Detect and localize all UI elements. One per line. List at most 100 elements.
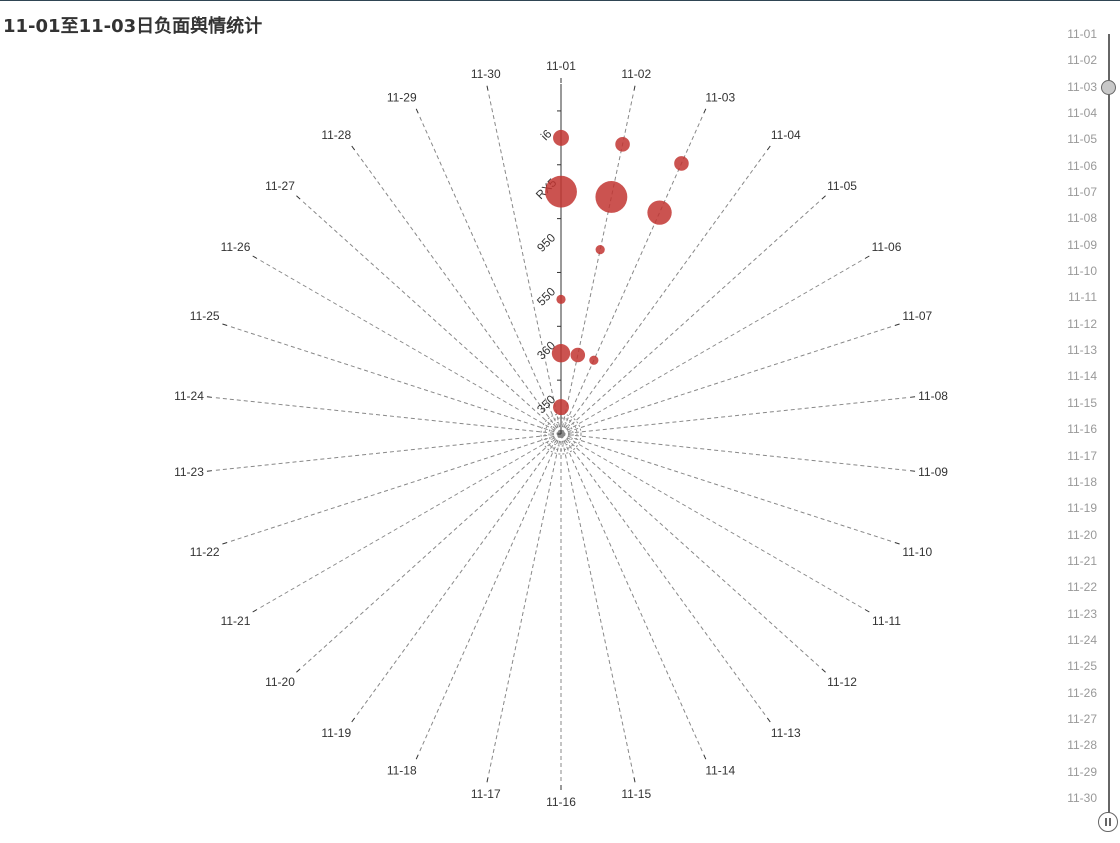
angle-label: 11-16 [546,795,576,809]
angle-split-line [418,433,562,754]
timeline-label[interactable]: 11-15 [1067,395,1097,410]
angle-label: 11-13 [771,726,801,740]
scatter-point[interactable] [647,200,672,225]
timeline-label[interactable]: 11-12 [1067,316,1097,331]
timeline[interactable]: 11-01 11-02 11-03 11-04 11-05 11-06 11-07 11-08… [1050,20,1120,843]
angle-label: 11-25 [190,309,220,323]
angle-label: 11-05 [827,179,857,193]
timeline-label[interactable]: 11-19 [1067,501,1097,516]
angle-split-line [212,433,562,472]
timeline-label[interactable]: 11-25 [1067,659,1097,674]
scatter-point[interactable] [674,156,689,171]
timeline-label[interactable]: 11-26 [1067,685,1097,700]
angle-label: 11-24 [174,389,204,403]
angle-split-line [300,199,562,435]
angle-label: 11-30 [471,67,501,81]
angle-split-line [560,396,910,435]
scatter-point[interactable] [589,355,599,365]
angle-split-line [560,433,635,777]
angle-label: 11-23 [174,465,204,479]
scatter-point[interactable] [551,344,571,363]
timeline-axis[interactable] [1108,34,1110,820]
timeline-label[interactable]: 11-14 [1067,369,1097,384]
timeline-label[interactable]: 11-10 [1067,264,1097,279]
angle-split-line [487,433,562,777]
angle-tick [486,777,489,783]
angle-label: 11-28 [321,128,351,142]
scatter-point[interactable] [595,245,605,255]
center-ring [544,417,578,451]
scatter-point[interactable] [553,399,569,416]
angle-split-line [560,433,865,610]
timeline-label[interactable]: 11-24 [1067,632,1097,647]
timeline-label[interactable]: 11-11 [1068,290,1097,305]
angle-tick [222,323,228,327]
angle-tick [486,85,489,91]
angle-label: 11-12 [827,675,857,689]
timeline-label[interactable]: 11-23 [1067,606,1097,621]
timeline-label[interactable]: 11-21 [1067,553,1097,568]
angle-tick [864,609,870,613]
angle-label: 11-17 [471,787,501,801]
angle-split-line [560,91,635,435]
angle-split-line [418,114,562,435]
angle-tick [206,470,212,472]
angle-label: 11-01 [546,59,576,73]
angle-split-line [354,150,562,435]
scatter-point[interactable] [545,175,577,208]
scatter-point[interactable] [615,137,630,152]
angle-label: 11-11 [872,614,901,628]
angle-label: 11-22 [190,545,220,559]
timeline-label[interactable]: 11-02 [1067,53,1097,68]
timeline-label[interactable]: 11-01 [1067,27,1097,41]
angle-tick [351,717,356,723]
timeline-label[interactable]: 11-09 [1067,237,1097,252]
timeline-label[interactable]: 11-03 [1067,79,1097,94]
timeline-label[interactable]: 11-27 [1067,711,1097,726]
angle-split-line [560,433,704,754]
angle-label: 11-20 [265,675,295,689]
timeline-label[interactable]: 11-08 [1067,211,1097,226]
timeline-label[interactable]: 11-07 [1067,185,1097,200]
timeline-label[interactable]: 11-28 [1067,738,1097,753]
angle-label: 11-07 [902,309,932,323]
angle-split-line [354,433,562,718]
timeline-label[interactable]: 11-22 [1067,580,1097,595]
pause-icon[interactable] [1098,812,1118,832]
angle-split-line [257,258,562,435]
timeline-label[interactable]: 11-20 [1067,527,1097,542]
timeline-label[interactable]: 11-30 [1067,791,1097,805]
timeline-label[interactable]: 11-04 [1067,106,1097,121]
angle-tick [910,470,916,472]
timeline-label[interactable]: 11-13 [1067,343,1097,358]
angle-tick [894,541,900,545]
angle-tick [864,255,870,259]
timeline-label[interactable]: 11-05 [1067,132,1097,147]
angle-tick [766,717,771,723]
radius-label: i6 [538,127,555,144]
timeline-label[interactable]: 11-29 [1067,764,1097,779]
chart-title: 11-01至11-03日负面舆情统计 [3,16,263,37]
polar-scatter-chart: 11-01 11-02 11-03 11-04 11-05 11-06 11-07 11-08… [174,59,948,809]
scatter-point[interactable] [595,181,628,213]
angle-split-line [227,433,562,543]
angle-split-line [560,433,895,543]
timeline-handle[interactable] [1101,79,1116,95]
timeline-label[interactable]: 11-06 [1067,158,1097,173]
angle-label: 11-03 [705,90,735,104]
angle-label: 11-26 [221,240,251,254]
timeline-label[interactable]: 11-18 [1067,474,1097,489]
angle-label: 11-08 [918,389,948,403]
timeline-label[interactable]: 11-17 [1067,448,1097,463]
angle-split-line [300,433,562,669]
angle-tick [766,145,771,151]
angle-tick [821,195,826,200]
angle-label: 11-27 [265,179,295,193]
center-ring [552,425,570,443]
angle-split-line [257,433,562,610]
angle-tick [351,145,356,151]
scatter-point[interactable] [556,294,566,304]
scatter-point[interactable] [553,129,569,146]
timeline-label[interactable]: 11-16 [1067,422,1097,437]
scatter-point[interactable] [570,347,586,363]
